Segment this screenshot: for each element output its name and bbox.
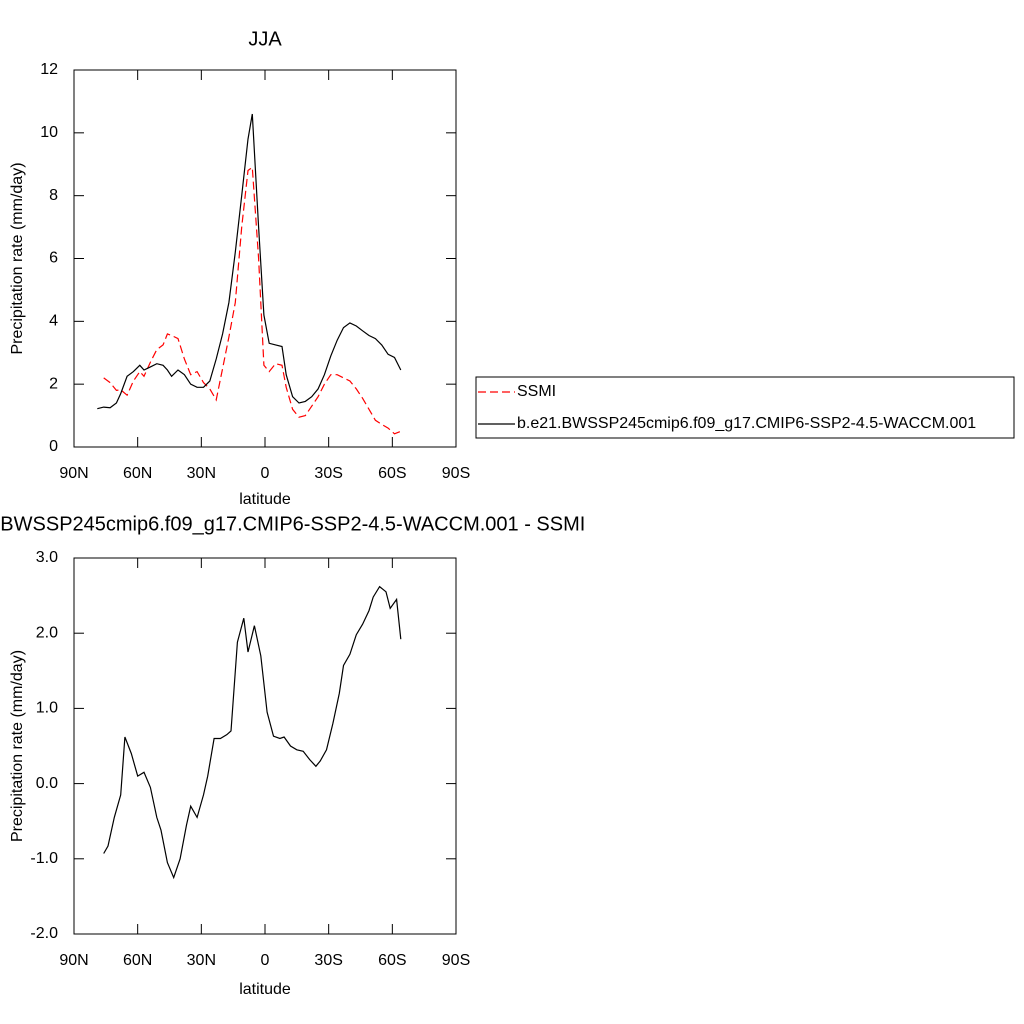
y-tick-label: 3.0 [36,549,58,566]
x-tick-label: 90S [442,465,470,482]
y-tick-label: 2.0 [36,624,58,641]
y-tick-label: 0 [49,438,58,455]
legend-label: b.e21.BWSSP245cmip6.f09_g17.CMIP6-SSP2-4… [517,415,976,432]
y-tick-label: -2.0 [30,925,58,942]
y-tick-label: 12 [40,61,58,78]
plot-frame [73,69,457,448]
x-tick-label: 0 [261,952,270,969]
y-tick-label: 8 [49,187,58,204]
y-tick-label: -1.0 [30,850,58,867]
x-tick-label: 60S [378,952,406,969]
legend-box [475,376,1015,439]
data-line [103,166,402,435]
y-tick-label: 1.0 [36,700,58,717]
x-axis-label: latitude [239,981,291,998]
y-axis-label: Precipitation rate (mm/day) [9,650,26,842]
data-line [103,585,402,880]
x-tick-label: 90N [59,952,88,969]
y-tick-label: 0.0 [36,775,58,792]
plot-frame [73,557,457,935]
x-tick-label: 30S [314,465,342,482]
x-tick-label: 30S [314,952,342,969]
x-tick-label: 90N [59,465,88,482]
y-tick-label: 6 [49,250,58,267]
x-tick-label: 30N [187,465,216,482]
x-tick-label: 0 [261,465,270,482]
chart-title: JJA [248,28,282,50]
x-axis-label: latitude [239,491,291,508]
y-axis-label: Precipitation rate (mm/day) [9,162,26,354]
x-tick-label: 60N [123,952,152,969]
x-tick-label: 60N [123,465,152,482]
y-tick-label: 2 [49,375,58,392]
x-tick-label: 90S [442,952,470,969]
y-tick-label: 4 [49,313,58,330]
data-line [97,113,402,410]
x-tick-label: 60S [378,465,406,482]
chart-title: b.e21.BWSSP245cmip6.f09_g17.CMIP6-SSP2-4… [0,513,585,535]
legend-label: SSMI [517,383,556,400]
x-tick-label: 30N [187,952,216,969]
y-tick-label: 10 [40,124,58,141]
